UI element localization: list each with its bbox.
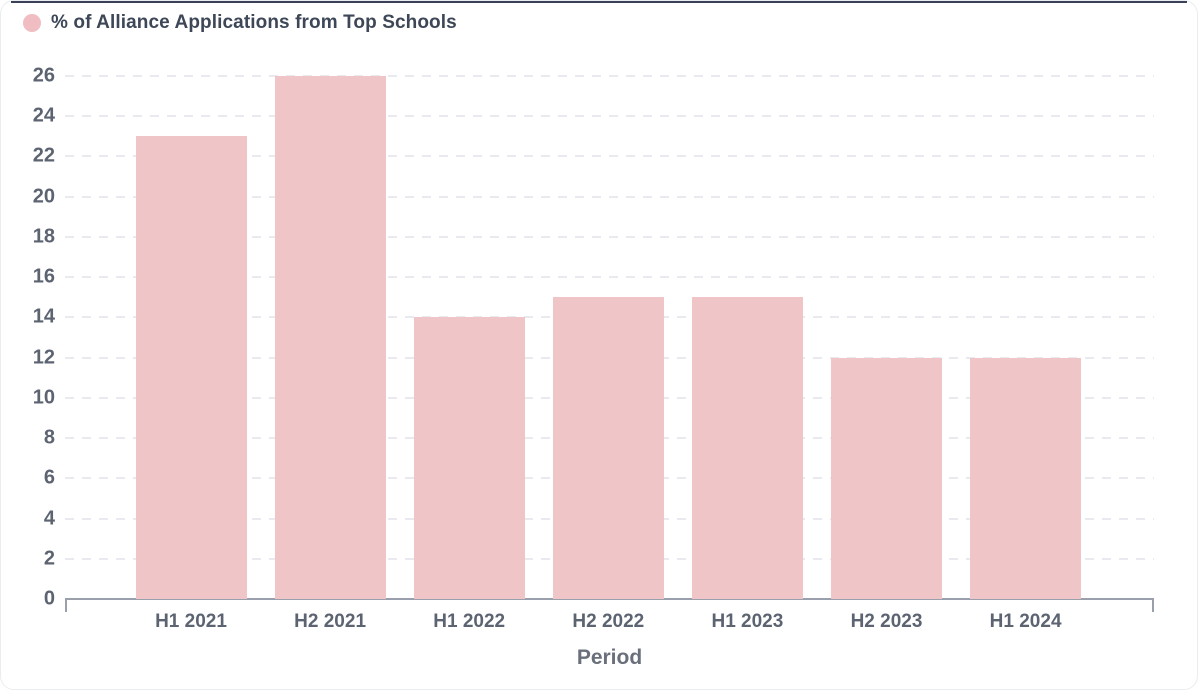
gridline <box>65 115 1154 118</box>
y-axis-tick-label: 12 <box>32 346 55 369</box>
y-axis-tick-label: 20 <box>32 185 55 208</box>
y-axis-tick-label: 18 <box>32 225 55 248</box>
x-axis-tick-label: H1 2022 <box>433 611 506 632</box>
card-top-edge <box>11 1 1187 3</box>
y-axis-tick-label: 26 <box>32 64 55 87</box>
x-axis-tick-label: H1 2024 <box>989 611 1062 632</box>
y-axis-tick-label: 0 <box>43 587 55 610</box>
x-axis-line <box>65 598 1154 612</box>
legend-label: % of Alliance Applications from Top Scho… <box>51 12 457 33</box>
legend[interactable]: % of Alliance Applications from Top Scho… <box>23 12 457 34</box>
bar-h2-2021[interactable] <box>274 76 386 599</box>
bar-h2-2023[interactable] <box>831 357 942 599</box>
bar-h2-2022[interactable] <box>552 297 664 599</box>
y-axis-tick-label: 10 <box>32 386 55 409</box>
legend-marker-icon <box>23 14 41 32</box>
y-axis-tick-label: 2 <box>43 547 55 570</box>
bar-h1-2023[interactable] <box>691 297 803 599</box>
x-axis-tick-label: H1 2021 <box>155 611 227 632</box>
plot-area: Period 0 2 4 6 8 10 12 14 16 18 20 22 24 26 H1 2021 H2 … <box>33 65 1154 669</box>
y-axis-tick-label: 14 <box>32 305 55 328</box>
x-axis-title: Period <box>576 646 643 669</box>
y-axis-tick-label: 6 <box>43 466 55 489</box>
bar-h1-2024[interactable] <box>970 357 1082 599</box>
y-axis-tick-label: 8 <box>43 426 55 449</box>
x-axis-tick-label: H2 2022 <box>572 611 645 632</box>
y-axis-tick-label: 24 <box>32 104 55 127</box>
bar-h1-2021[interactable] <box>135 136 247 599</box>
bar-h1-2022[interactable] <box>413 317 525 599</box>
y-axis-tick-label: 4 <box>43 507 55 530</box>
x-axis-tick-label: H2 2021 <box>294 611 367 632</box>
gridline <box>65 75 1154 77</box>
y-axis-tick-label: 16 <box>32 265 55 288</box>
x-axis-tick-label: H2 2023 <box>850 611 923 632</box>
y-axis-tick-label: 22 <box>32 144 55 167</box>
x-axis-tick-label: H1 2023 <box>711 611 784 632</box>
